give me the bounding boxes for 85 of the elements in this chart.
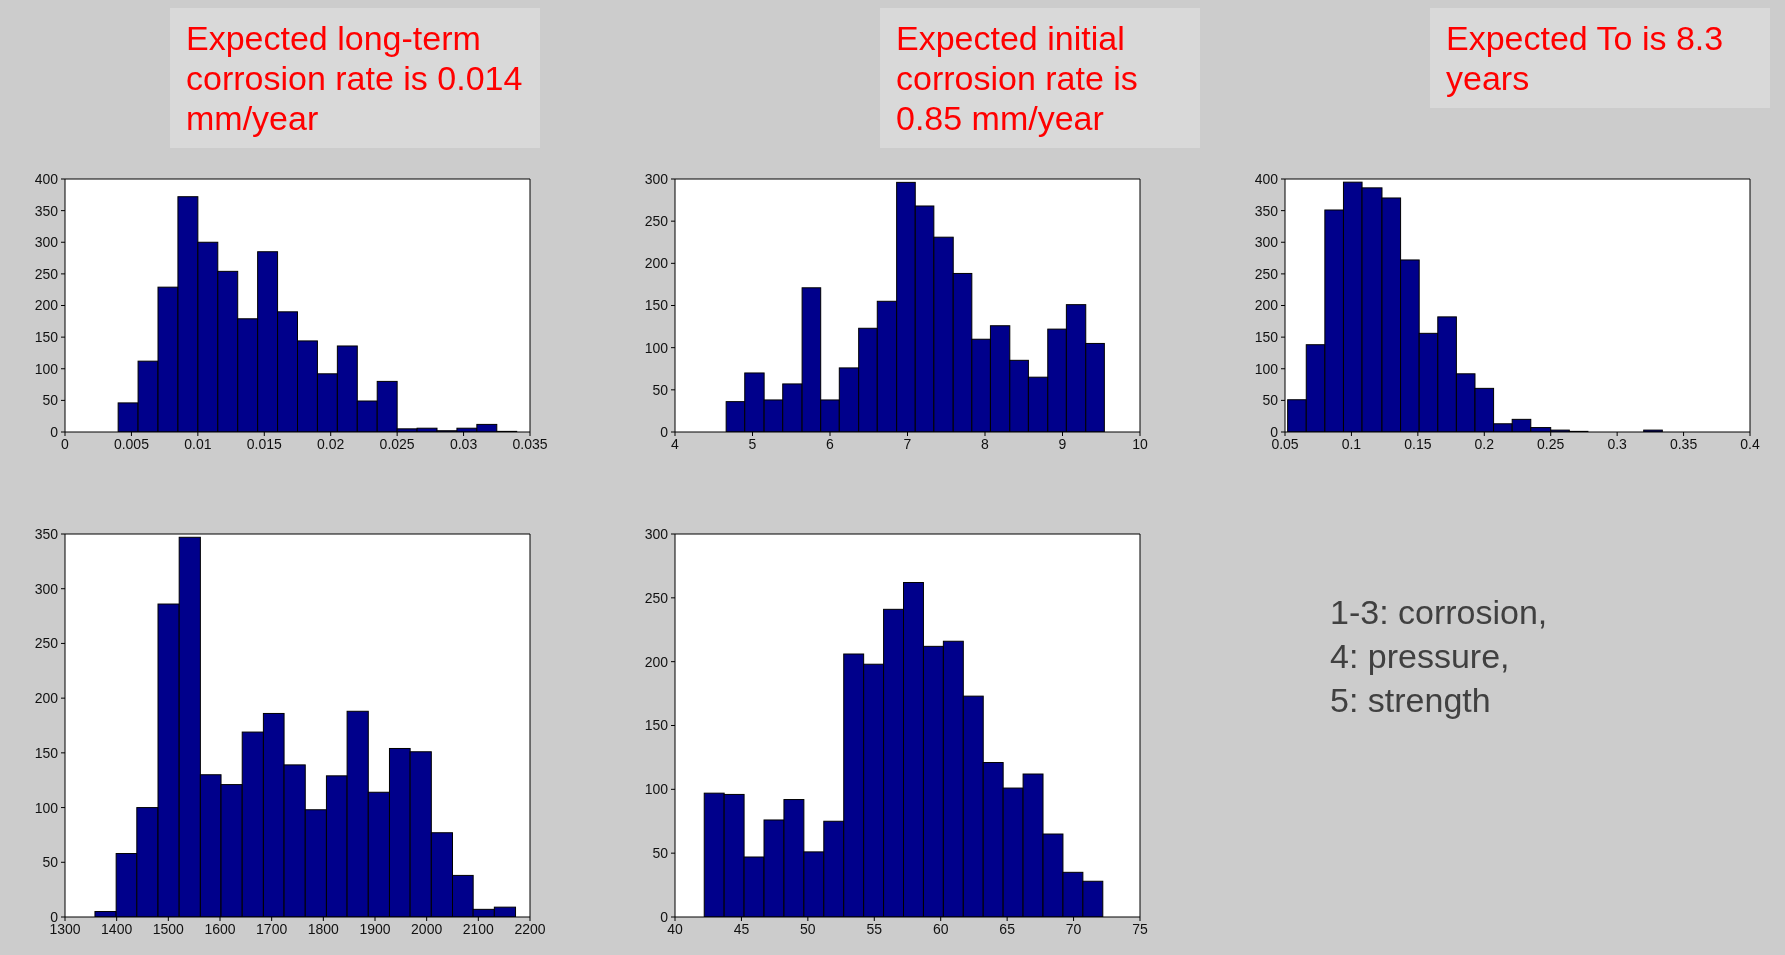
y-tick-label: 250 bbox=[644, 589, 669, 606]
x-tick-label: 2100 bbox=[462, 920, 495, 937]
y-tick-label: 150 bbox=[34, 744, 59, 761]
x-tick-label: 1600 bbox=[204, 920, 236, 937]
x-tick-label: 50 bbox=[800, 920, 816, 937]
text: Expected long-term corrosion rate is 0.014 mm/year bbox=[170, 8, 540, 148]
y-tick-label: 0 bbox=[660, 423, 669, 440]
x-tick-label: 0.25 bbox=[1537, 435, 1565, 452]
x-tick-label: 0.3 bbox=[1607, 435, 1628, 452]
x-tick-label: 10 bbox=[1132, 435, 1148, 452]
y-tick-label: 150 bbox=[1254, 329, 1279, 346]
x-tick-label: 0.015 bbox=[246, 435, 283, 452]
x-tick-label: 6 bbox=[826, 435, 835, 452]
x-tick-label: 65 bbox=[999, 920, 1016, 937]
y-tick-label: 100 bbox=[644, 781, 669, 798]
y-tick-label: 0 bbox=[660, 908, 669, 925]
y-tick-label: 350 bbox=[34, 202, 59, 219]
y-tick-label: 100 bbox=[34, 360, 59, 377]
x-tick-label: 1900 bbox=[359, 920, 391, 937]
y-tick-label: 250 bbox=[34, 265, 59, 282]
y-tick-label: 0 bbox=[1270, 423, 1279, 440]
x-tick-label: 4 bbox=[671, 435, 680, 452]
text: Expected To is 8.3 years bbox=[1430, 8, 1770, 108]
x-tick-label: 0.03 bbox=[449, 435, 478, 452]
y-tick-label: 100 bbox=[644, 339, 669, 356]
x-tick-label: 70 bbox=[1065, 920, 1082, 937]
y-tick-label: 200 bbox=[644, 653, 669, 670]
x-tick-label: 55 bbox=[866, 920, 883, 937]
y-tick-label: 400 bbox=[1254, 170, 1279, 187]
x-tick-label: 9 bbox=[1058, 435, 1067, 452]
y-tick-label: 200 bbox=[1254, 297, 1279, 314]
x-tick-label: 0.4 bbox=[1740, 435, 1760, 452]
y-tick-label: 300 bbox=[34, 234, 59, 251]
x-tick-label: 60 bbox=[932, 920, 949, 937]
y-tick-label: 300 bbox=[1254, 234, 1279, 251]
y-tick-label: 150 bbox=[644, 717, 669, 734]
y-tick-label: 50 bbox=[42, 392, 59, 409]
y-tick-label: 200 bbox=[644, 255, 669, 272]
y-tick-label: 50 bbox=[652, 381, 669, 398]
y-tick-label: 200 bbox=[34, 297, 59, 314]
x-tick-label: 1500 bbox=[152, 920, 185, 937]
y-tick-label: 250 bbox=[34, 635, 59, 652]
text: 1-3: corrosion, bbox=[1330, 592, 1548, 633]
y-tick-label: 250 bbox=[644, 213, 669, 230]
y-tick-label: 300 bbox=[34, 580, 59, 597]
x-tick-label: 0.025 bbox=[379, 435, 415, 452]
y-tick-label: 350 bbox=[1254, 202, 1279, 219]
x-tick-label: 0 bbox=[61, 435, 70, 452]
y-tick-label: 350 bbox=[34, 525, 59, 542]
y-tick-label: 100 bbox=[34, 799, 59, 816]
x-tick-label: 7 bbox=[903, 435, 912, 452]
x-tick-label: 1800 bbox=[307, 920, 340, 937]
x-tick-label: 0.035 bbox=[512, 435, 548, 452]
y-tick-label: 0 bbox=[50, 423, 59, 440]
y-tick-label: 200 bbox=[34, 690, 59, 707]
y-tick-label: 50 bbox=[1262, 392, 1279, 409]
text: 5: strength bbox=[1330, 680, 1492, 721]
x-tick-label: 0.01 bbox=[184, 435, 212, 452]
x-tick-label: 5 bbox=[748, 435, 757, 452]
text: 4: pressure, bbox=[1330, 636, 1511, 677]
x-tick-label: 0.02 bbox=[317, 435, 345, 452]
x-tick-label: 45 bbox=[733, 920, 750, 937]
y-tick-label: 0 bbox=[50, 908, 59, 925]
y-tick-label: 50 bbox=[652, 845, 669, 862]
x-tick-label: 0.005 bbox=[113, 435, 150, 452]
y-tick-label: 250 bbox=[1254, 265, 1279, 282]
x-tick-label: 2000 bbox=[411, 920, 443, 937]
x-tick-label: 2200 bbox=[514, 920, 546, 937]
y-tick-label: 300 bbox=[644, 525, 669, 542]
y-tick-label: 400 bbox=[34, 170, 59, 187]
x-tick-label: 0.2 bbox=[1474, 435, 1495, 452]
y-tick-label: 100 bbox=[1254, 360, 1279, 377]
text: Expected initial corrosion rate is 0.85 mm/year bbox=[880, 8, 1200, 148]
x-tick-label: 0.1 bbox=[1341, 435, 1362, 452]
x-tick-label: 8 bbox=[981, 435, 990, 452]
y-tick-label: 300 bbox=[644, 170, 669, 187]
x-tick-label: 0.35 bbox=[1669, 435, 1698, 452]
x-tick-label: 1400 bbox=[101, 920, 133, 937]
x-tick-label: 0.15 bbox=[1404, 435, 1432, 452]
y-tick-label: 150 bbox=[34, 329, 59, 346]
y-tick-label: 150 bbox=[644, 297, 669, 314]
y-tick-label: 50 bbox=[42, 854, 59, 871]
x-tick-label: 40 bbox=[667, 920, 683, 937]
x-tick-label: 1700 bbox=[256, 920, 288, 937]
x-tick-label: 75 bbox=[1132, 920, 1148, 937]
